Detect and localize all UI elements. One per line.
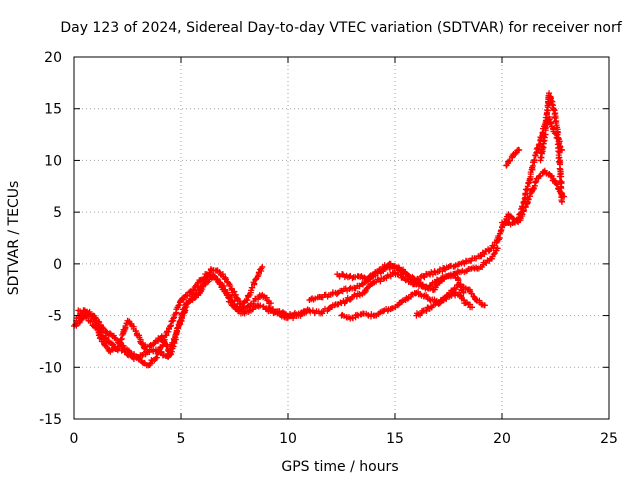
- point-track-7: [404, 295, 411, 302]
- point-track-4: [343, 297, 350, 304]
- point-track-1: [170, 315, 177, 322]
- point-track-11: [558, 198, 565, 205]
- point-track-4: [483, 259, 490, 266]
- point-track-11: [555, 134, 562, 141]
- plot-frame: [73, 56, 610, 420]
- point-track-1: [153, 354, 160, 361]
- chart-title: Day 123 of 2024, Sidereal Day-to-day VTE…: [60, 20, 622, 36]
- point-track-4: [387, 273, 394, 280]
- point-track-12: [516, 147, 523, 154]
- point-track-8: [469, 304, 476, 311]
- y-tick-label: -15: [39, 412, 62, 428]
- grid: [74, 57, 609, 419]
- point-track-5: [421, 274, 428, 281]
- point-track-2: [251, 280, 258, 287]
- point-track-2: [86, 308, 93, 315]
- point-track-11: [556, 148, 563, 155]
- point-track-1: [106, 330, 113, 337]
- point-track-8: [423, 307, 430, 314]
- point-track-2: [76, 315, 83, 322]
- point-track-2: [245, 292, 252, 299]
- point-track-9: [524, 183, 531, 190]
- point-track-9: [497, 227, 504, 234]
- point-track-9: [531, 156, 538, 163]
- point-track-3: [236, 300, 243, 307]
- point-track-3: [174, 325, 181, 332]
- point-track-10: [554, 181, 561, 188]
- axis-ticks: [73, 56, 610, 420]
- point-track-11: [548, 97, 555, 104]
- point-track-10: [525, 196, 532, 203]
- x-tick-label: 10: [279, 431, 297, 447]
- y-tick-label: 20: [44, 50, 62, 66]
- point-track-2: [248, 287, 255, 294]
- y-tick-label: 15: [44, 102, 62, 118]
- point-track-7: [481, 302, 488, 309]
- y-axis-label: SDTVAR / TECUs: [6, 181, 22, 296]
- point-track-3: [232, 291, 239, 298]
- point-track-5: [481, 251, 488, 258]
- point-track-3: [200, 283, 207, 290]
- point-track-3: [202, 277, 209, 284]
- point-track-4: [281, 313, 288, 320]
- data-points: [71, 90, 568, 369]
- point-track-3: [98, 332, 105, 339]
- point-track-2: [259, 263, 266, 270]
- point-track-4: [490, 251, 497, 258]
- x-tick-label: 0: [70, 431, 79, 447]
- point-track-2: [249, 284, 256, 291]
- point-track-12: [512, 150, 519, 157]
- point-track-6: [349, 275, 356, 282]
- y-tick-labels: -15 -10 -5 0 5 10 15 20: [39, 50, 62, 428]
- point-track-1: [111, 334, 118, 341]
- point-track-10: [519, 211, 526, 218]
- point-track-1: [103, 328, 110, 335]
- point-track-6: [403, 270, 410, 277]
- point-track-1: [146, 362, 153, 369]
- point-track-3: [176, 318, 183, 325]
- point-track-3: [207, 266, 214, 273]
- x-tick-label: 5: [177, 431, 186, 447]
- y-tick-label: -10: [39, 360, 62, 376]
- point-track-5: [451, 263, 458, 270]
- y-tick-label: 0: [53, 257, 62, 273]
- point-track-9: [547, 120, 554, 127]
- point-track-11: [558, 173, 565, 180]
- point-track-2: [139, 340, 146, 347]
- x-tick-label: 15: [386, 431, 404, 447]
- x-tick-label: 25: [600, 431, 618, 447]
- point-track-2: [160, 339, 167, 346]
- x-tick-label: 20: [493, 431, 511, 447]
- point-track-10: [522, 203, 529, 210]
- point-track-10: [526, 193, 533, 200]
- point-track-4: [494, 245, 501, 252]
- point-track-3: [87, 318, 94, 325]
- point-track-1: [167, 323, 174, 330]
- point-track-3: [247, 302, 254, 309]
- point-track-2: [228, 293, 235, 300]
- y-tick-label: -5: [48, 309, 62, 325]
- point-track-2: [158, 334, 165, 341]
- point-track-11: [549, 101, 556, 108]
- point-track-11: [555, 158, 562, 165]
- point-track-10: [532, 178, 539, 185]
- x-axis-label: GPS time / hours: [281, 459, 398, 475]
- point-track-1: [99, 324, 106, 331]
- x-tick-labels: 0 5 10 15 20 25: [70, 431, 618, 447]
- y-tick-label: 5: [53, 205, 62, 221]
- point-track-3: [158, 348, 165, 355]
- y-tick-label: 10: [44, 153, 62, 169]
- point-track-4: [383, 275, 390, 282]
- point-track-3: [267, 300, 274, 307]
- point-track-3: [166, 349, 173, 356]
- point-track-3: [93, 323, 100, 330]
